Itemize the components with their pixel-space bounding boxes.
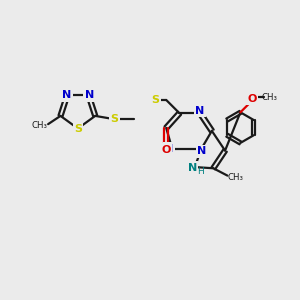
- Text: O: O: [161, 145, 171, 155]
- Text: CH₃: CH₃: [228, 173, 244, 182]
- Text: O: O: [248, 94, 257, 104]
- Text: N: N: [188, 163, 197, 173]
- Text: N: N: [197, 146, 206, 157]
- Text: S: S: [151, 95, 159, 105]
- Text: N: N: [85, 91, 94, 100]
- Text: S: S: [110, 114, 118, 124]
- Text: N: N: [62, 91, 71, 100]
- Text: N: N: [195, 106, 205, 116]
- Text: H: H: [197, 167, 203, 176]
- Text: CH₃: CH₃: [262, 93, 278, 102]
- Text: S: S: [74, 124, 82, 134]
- Text: CH₃: CH₃: [32, 121, 48, 130]
- Text: N: N: [164, 143, 173, 154]
